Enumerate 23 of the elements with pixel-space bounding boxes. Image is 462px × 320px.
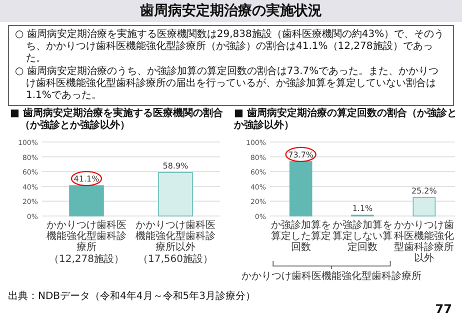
data-label: 73.7% — [288, 150, 314, 160]
source-note: 出典：NDBデータ（令和4年4月～令和5年3月診療分） — [8, 291, 256, 303]
data-label: 25.2% — [411, 186, 438, 196]
x-tick-label: か強診加算を算定した算定回数 — [270, 219, 331, 253]
text: かかりつけ歯科医機能強化型歯科診療所 — [242, 270, 422, 282]
text: （12,278施設） — [49, 253, 124, 265]
chart-title: ■ 歯周病安定期治療を実施する医療機関の割合 — [10, 108, 224, 120]
data-label: 41.1% — [74, 174, 100, 184]
bar — [412, 196, 436, 216]
x-tick-label: かかりつけ歯科医機能強化型歯科診療所 — [46, 219, 126, 253]
chart-title: ■ 歯周病安定期治療の算定回数の割合（か強診とか強診以外） — [234, 108, 458, 132]
x-tick-label: か強診加算を算定しない算定回数 — [332, 219, 392, 253]
text: ○ 歯周病安定期治療を実施する医療機関数は29,838施設（歯科医療機関の約43%）で、そのうち、かかりつけ歯科医機能強化型診療所（か強診）の割合は41.1%（12,278施設）であった。 — [15, 29, 446, 65]
text: 77 — [435, 302, 452, 316]
chart-subtitle: （か強診とか強診以外） — [19, 120, 131, 132]
data-label: 1.1% — [352, 204, 374, 214]
data-label: 58.9% — [162, 161, 189, 170]
bar — [289, 161, 312, 216]
x-tick-label: かかりつけ歯科医機能強化型歯科診療所以外 — [394, 219, 454, 264]
text: 歯周病安定期治療の実施状況 — [0, 0, 462, 22]
x-tick-label: かかりつけ歯科医機能強化型歯科診療所以外 — [136, 219, 216, 253]
text: （17,560施設） — [138, 253, 213, 265]
text: ○ 歯周病安定期治療のうち、か強診加算の算定回数の割合は73.7%であった。また、かかりつけ歯科医機能強化型歯科診療所の届出を行っているが、か強診加算を算定していない割合は1.1%であった。 — [15, 66, 440, 102]
